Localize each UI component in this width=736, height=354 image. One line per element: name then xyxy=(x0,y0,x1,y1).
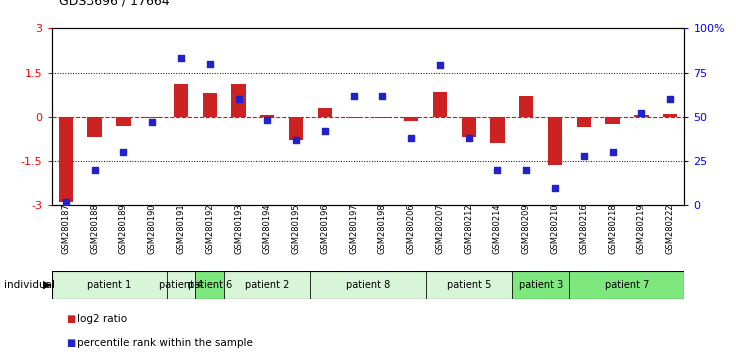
Bar xyxy=(145,117,160,118)
Text: GSM280194: GSM280194 xyxy=(263,204,272,254)
Text: GSM280196: GSM280196 xyxy=(320,204,329,254)
Text: patient 2: patient 2 xyxy=(245,280,289,290)
Text: ■: ■ xyxy=(66,338,76,348)
Point xyxy=(118,149,130,155)
Text: GSM280188: GSM280188 xyxy=(91,204,99,255)
Bar xyxy=(490,117,505,143)
Point xyxy=(492,167,503,173)
Text: GSM280189: GSM280189 xyxy=(119,204,128,254)
FancyBboxPatch shape xyxy=(570,271,684,299)
Point xyxy=(377,93,389,98)
Text: GSM280197: GSM280197 xyxy=(349,204,358,254)
Text: GSM280206: GSM280206 xyxy=(407,204,416,254)
Point xyxy=(60,199,72,205)
Text: log2 ratio: log2 ratio xyxy=(77,314,127,324)
Bar xyxy=(404,117,418,121)
Bar xyxy=(605,117,620,124)
FancyBboxPatch shape xyxy=(512,271,570,299)
Text: GSM280216: GSM280216 xyxy=(579,204,588,254)
FancyBboxPatch shape xyxy=(425,271,512,299)
Text: GSM280219: GSM280219 xyxy=(637,204,645,254)
Point xyxy=(319,128,330,134)
Text: GSM280209: GSM280209 xyxy=(522,204,531,254)
Bar xyxy=(116,117,130,126)
Bar xyxy=(576,117,591,127)
Text: GSM280193: GSM280193 xyxy=(234,204,243,254)
Point xyxy=(89,167,101,173)
Point xyxy=(261,118,273,123)
Bar xyxy=(174,84,188,117)
Point xyxy=(347,93,359,98)
Point xyxy=(175,56,187,61)
Point xyxy=(146,119,158,125)
Bar xyxy=(519,96,534,117)
Text: patient 4: patient 4 xyxy=(159,280,203,290)
FancyBboxPatch shape xyxy=(195,271,224,299)
Bar xyxy=(433,92,447,117)
Text: ■: ■ xyxy=(66,314,76,324)
Text: patient 5: patient 5 xyxy=(447,280,491,290)
FancyBboxPatch shape xyxy=(52,271,166,299)
Bar xyxy=(318,108,332,117)
Point xyxy=(434,63,446,68)
Bar xyxy=(202,93,217,117)
Bar xyxy=(59,117,73,202)
Text: GSM280214: GSM280214 xyxy=(493,204,502,254)
FancyBboxPatch shape xyxy=(166,271,195,299)
Bar xyxy=(634,115,648,117)
Text: GSM280191: GSM280191 xyxy=(177,204,185,254)
Text: GSM280210: GSM280210 xyxy=(551,204,559,254)
Point xyxy=(664,96,676,102)
Text: GSM280190: GSM280190 xyxy=(148,204,157,254)
Text: individual: individual xyxy=(4,280,54,290)
Text: GSM280192: GSM280192 xyxy=(205,204,214,254)
FancyBboxPatch shape xyxy=(224,271,311,299)
Text: GSM280218: GSM280218 xyxy=(608,204,617,254)
Text: GSM280212: GSM280212 xyxy=(464,204,473,254)
Text: patient 3: patient 3 xyxy=(518,280,563,290)
Text: GDS3696 / 17664: GDS3696 / 17664 xyxy=(59,0,169,7)
Text: patient 7: patient 7 xyxy=(605,280,649,290)
Text: percentile rank within the sample: percentile rank within the sample xyxy=(77,338,253,348)
Bar xyxy=(231,84,246,117)
Point xyxy=(635,110,647,116)
Text: patient 1: patient 1 xyxy=(87,280,131,290)
Text: ▶: ▶ xyxy=(43,280,52,290)
Bar xyxy=(289,117,303,141)
Text: patient 8: patient 8 xyxy=(346,280,390,290)
FancyBboxPatch shape xyxy=(311,271,425,299)
Text: GSM280195: GSM280195 xyxy=(291,204,300,254)
Text: GSM280198: GSM280198 xyxy=(378,204,387,254)
Point xyxy=(520,167,532,173)
Point xyxy=(290,137,302,143)
Bar xyxy=(461,117,476,137)
Bar xyxy=(375,117,389,118)
Point xyxy=(549,185,561,190)
Point xyxy=(463,135,475,141)
Point xyxy=(233,96,244,102)
Bar xyxy=(548,117,562,166)
Point xyxy=(406,135,417,141)
Text: GSM280222: GSM280222 xyxy=(665,204,675,254)
Bar xyxy=(663,114,677,117)
Text: GSM280207: GSM280207 xyxy=(436,204,445,254)
Point xyxy=(578,153,590,159)
Text: GSM280187: GSM280187 xyxy=(61,204,71,255)
Bar xyxy=(347,117,361,118)
Point xyxy=(606,149,618,155)
Point xyxy=(204,61,216,67)
Bar xyxy=(260,115,275,117)
Bar xyxy=(88,117,102,137)
Text: patient 6: patient 6 xyxy=(188,280,232,290)
